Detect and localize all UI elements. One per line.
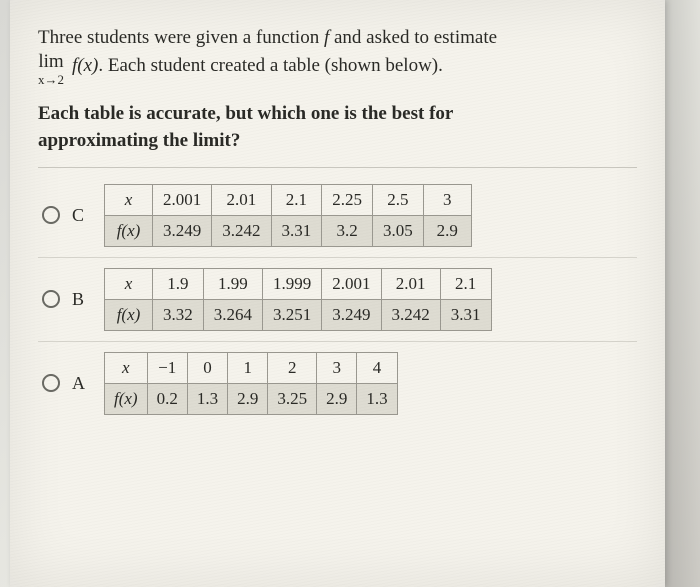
cell: 1	[228, 352, 268, 383]
option-b[interactable]: B x 1.9 1.99 1.999 2.001 2.01 2.1 f(x) 3…	[38, 258, 637, 342]
cell: 3.05	[373, 215, 424, 246]
table-row: x −1 0 1 2 3 4	[105, 352, 398, 383]
cell: 3.2	[322, 215, 373, 246]
cell: 3.251	[263, 299, 322, 330]
cell: 3.249	[322, 299, 381, 330]
limit-notation: lim x→2	[38, 52, 64, 86]
cell: 1.3	[357, 383, 397, 414]
prompt-limit-line: lim x→2 f(x). Each student created a tab…	[38, 52, 637, 86]
option-c[interactable]: C x 2.001 2.01 2.1 2.25 2.5 3 f(x) 3.249…	[38, 174, 637, 258]
fx-label: f(x)	[105, 215, 153, 246]
cell: 3.31	[271, 215, 322, 246]
cell: 2.1	[440, 268, 491, 299]
option-b-letter: B	[72, 289, 90, 310]
divider	[38, 167, 637, 168]
fx-label: f(x)	[105, 299, 153, 330]
page-edge-shadow	[665, 0, 700, 587]
cell: 3.31	[440, 299, 491, 330]
cell: 3	[317, 352, 357, 383]
cell: 0	[187, 352, 227, 383]
table-b: x 1.9 1.99 1.999 2.001 2.01 2.1 f(x) 3.3…	[104, 268, 492, 331]
cell: 1.3	[187, 383, 227, 414]
cell: 3.242	[381, 299, 440, 330]
cell: −1	[147, 352, 187, 383]
table-a: x −1 0 1 2 3 4 f(x) 0.2 1.3 2.9 3.25 2.9…	[104, 352, 398, 415]
radio-b[interactable]	[42, 290, 60, 308]
cell: 3	[423, 184, 471, 215]
cell: 2.9	[317, 383, 357, 414]
cell: 1.999	[263, 268, 322, 299]
cell: 2.01	[381, 268, 440, 299]
table-row: f(x) 0.2 1.3 2.9 3.25 2.9 1.3	[105, 383, 398, 414]
table-row: f(x) 3.32 3.264 3.251 3.249 3.242 3.31	[105, 299, 492, 330]
option-a-letter: A	[72, 373, 90, 394]
question-text: Each table is accurate, but which one is…	[38, 100, 637, 155]
option-a-content: A x −1 0 1 2 3 4 f(x) 0.2 1.3 2.9 3.25	[72, 352, 398, 415]
option-c-letter: C	[72, 205, 90, 226]
prompt-fx: f(x)	[72, 55, 98, 76]
cell: 2.001	[322, 268, 381, 299]
cell: 2.9	[423, 215, 471, 246]
radio-a[interactable]	[42, 374, 60, 392]
cell: 1.99	[203, 268, 262, 299]
cell: 2.1	[271, 184, 322, 215]
table-row: x 2.001 2.01 2.1 2.25 2.5 3	[105, 184, 472, 215]
cell: 3.249	[153, 215, 212, 246]
table-row: x 1.9 1.99 1.999 2.001 2.01 2.1	[105, 268, 492, 299]
cell: 2.01	[212, 184, 271, 215]
cell: 3.264	[203, 299, 262, 330]
cell: 0.2	[147, 383, 187, 414]
lim-sub: x→2	[38, 73, 64, 86]
option-c-content: C x 2.001 2.01 2.1 2.25 2.5 3 f(x) 3.249…	[72, 184, 472, 247]
cell: 3.25	[268, 383, 317, 414]
x-label: x	[105, 184, 153, 215]
cell: 2.001	[153, 184, 212, 215]
x-label: x	[105, 268, 153, 299]
table-c: x 2.001 2.01 2.1 2.25 2.5 3 f(x) 3.249 3…	[104, 184, 472, 247]
prompt-line2-rest: . Each student created a table (shown be…	[98, 55, 443, 76]
option-a[interactable]: A x −1 0 1 2 3 4 f(x) 0.2 1.3 2.9 3.25	[38, 342, 637, 425]
cell: 4	[357, 352, 397, 383]
question-line2: approximating the limit?	[38, 127, 637, 155]
lim-text: lim	[38, 52, 63, 71]
cell: 1.9	[153, 268, 204, 299]
radio-c[interactable]	[42, 206, 60, 224]
prompt-line1a: Three students were given a function	[38, 27, 324, 48]
cell: 2.9	[228, 383, 268, 414]
cell: 2	[268, 352, 317, 383]
x-label: x	[105, 352, 148, 383]
cell: 3.242	[212, 215, 271, 246]
fx-label: f(x)	[105, 383, 148, 414]
cell: 3.32	[153, 299, 204, 330]
worksheet-paper: Three students were given a function f a…	[10, 0, 665, 587]
prompt-line1b: and asked to estimate	[329, 27, 497, 48]
prompt-text: Three students were given a function f a…	[38, 24, 637, 86]
cell: 2.5	[373, 184, 424, 215]
table-row: f(x) 3.249 3.242 3.31 3.2 3.05 2.9	[105, 215, 472, 246]
cell: 2.25	[322, 184, 373, 215]
question-line1: Each table is accurate, but which one is…	[38, 100, 637, 128]
option-b-content: B x 1.9 1.99 1.999 2.001 2.01 2.1 f(x) 3…	[72, 268, 492, 331]
